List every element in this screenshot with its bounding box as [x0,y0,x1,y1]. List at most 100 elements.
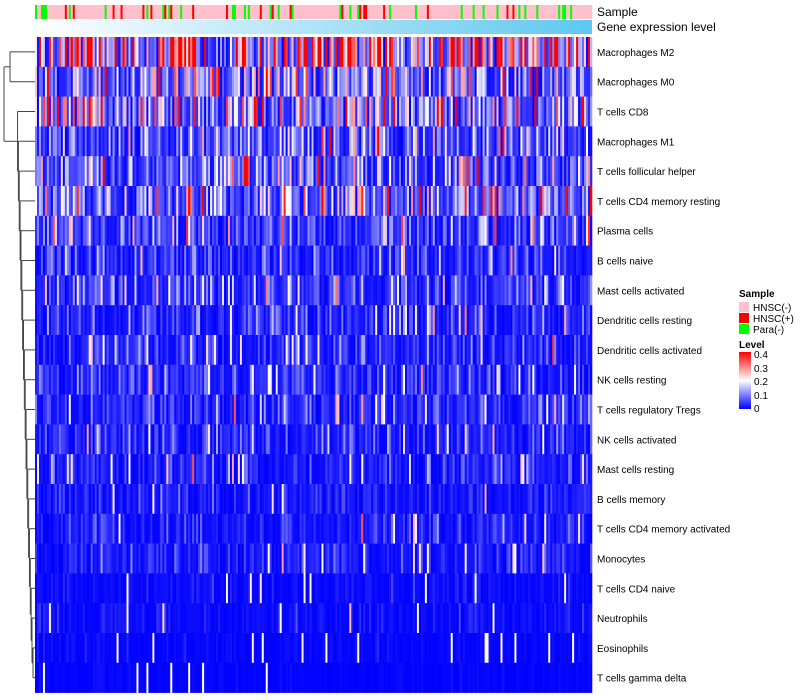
heatmap-cell [512,275,515,306]
heatmap-cell [198,335,201,366]
heatmap-cell [566,245,569,276]
heatmap-cell [76,186,80,217]
heatmap-cell [245,245,249,276]
heatmap-cell [64,126,68,157]
heatmap-cell [375,275,378,306]
heatmap-cell [496,37,499,68]
heatmap-cell [317,454,320,485]
heatmap-cell [64,335,68,366]
heatmap-cell [36,96,40,127]
heatmap-cell [132,335,135,366]
heatmap-cell [323,245,326,276]
heatmap-cell [462,37,465,68]
heatmap-cell [506,424,509,455]
heatmap-cell [68,305,72,336]
heatmap-cell [74,156,78,187]
sample-cell [309,5,312,19]
heatmap-cell [458,186,462,217]
heatmap-cell [393,454,396,485]
heatmap-cell [279,424,282,455]
heatmap-cell [271,305,275,336]
heatmap-cell [498,305,501,336]
heatmap-cell [231,335,235,366]
heatmap-cell [448,37,452,68]
heatmap-cell [42,186,46,217]
heatmap-cell [154,513,157,544]
heatmap-cell [401,394,404,425]
heatmap-cell [490,335,493,366]
heatmap-cell [38,424,42,455]
heatmap-cell [422,305,426,336]
heatmap-cell [353,126,356,157]
heatmap-cell [58,454,62,485]
sample-cell [261,5,265,19]
heatmap-cell [80,186,84,217]
heatmap-cell [48,215,52,246]
heatmap-cell [241,275,245,306]
heatmap-cell [74,484,78,515]
heatmap-cell [154,394,157,425]
heatmap-cell [574,275,577,306]
heatmap-cell [54,424,58,455]
heatmap-cell [78,126,82,157]
heatmap-cell [206,96,209,127]
sample-cell [190,5,193,19]
heatmap-cell [297,513,300,544]
heatmap-cell [416,186,420,217]
heatmap-cell [552,215,555,246]
heatmap-cell [283,424,286,455]
heatmap-cell [325,454,328,485]
sample-cell [562,5,565,19]
heatmap-cell [202,186,205,217]
heatmap-cell [235,37,239,68]
sample-cell [490,5,493,19]
heatmap-cell [416,305,420,336]
heatmap-cell [247,126,251,157]
heatmap-cell [66,364,70,395]
heatmap-cell [454,186,458,217]
heatmap-cell [466,186,469,217]
heatmap-cell [263,394,267,425]
heatmap-cell [341,335,344,366]
heatmap-cell [387,394,390,425]
sample-cell [283,5,286,19]
heatmap-cell [460,305,463,336]
heatmap-cell [108,66,111,97]
heatmap-cell [235,513,239,544]
heatmap-cell [66,484,70,515]
heatmap-cell [345,156,348,187]
heatmap-cell [168,126,171,157]
heatmap-cell [263,275,267,306]
heatmap-cell [548,245,551,276]
heatmap-cell [120,245,123,276]
heatmap-cell [64,454,68,485]
heatmap-cell [223,513,227,544]
heatmap-cell [383,37,386,68]
heatmap-cell [158,305,161,336]
heatmap-cell [458,66,462,97]
heatmap-cell [233,215,237,246]
heatmap-cell [490,484,493,515]
sample-cell [508,5,511,19]
heatmap-cell [210,484,213,515]
heatmap-cell [504,66,507,97]
heatmap-cell [74,513,78,544]
heatmap-cell [393,96,396,127]
heatmap-cell [60,424,64,455]
heatmap-cell [162,96,165,127]
heatmap-cell [42,215,46,246]
heatmap-cell [66,275,70,306]
heatmap-cell [251,394,255,425]
heatmap-cell [440,305,444,336]
heatmap-cell [301,305,304,336]
sample-cell [458,5,462,19]
heatmap-cell [588,454,591,485]
heatmap-cell [456,245,460,276]
sample-cell [492,5,495,19]
heatmap-cell [231,66,235,97]
heatmap-cell [184,186,187,217]
heatmap-cell [466,96,469,127]
heatmap-cell [251,454,255,485]
sample-cell [140,5,143,19]
heatmap-cell [134,275,137,306]
